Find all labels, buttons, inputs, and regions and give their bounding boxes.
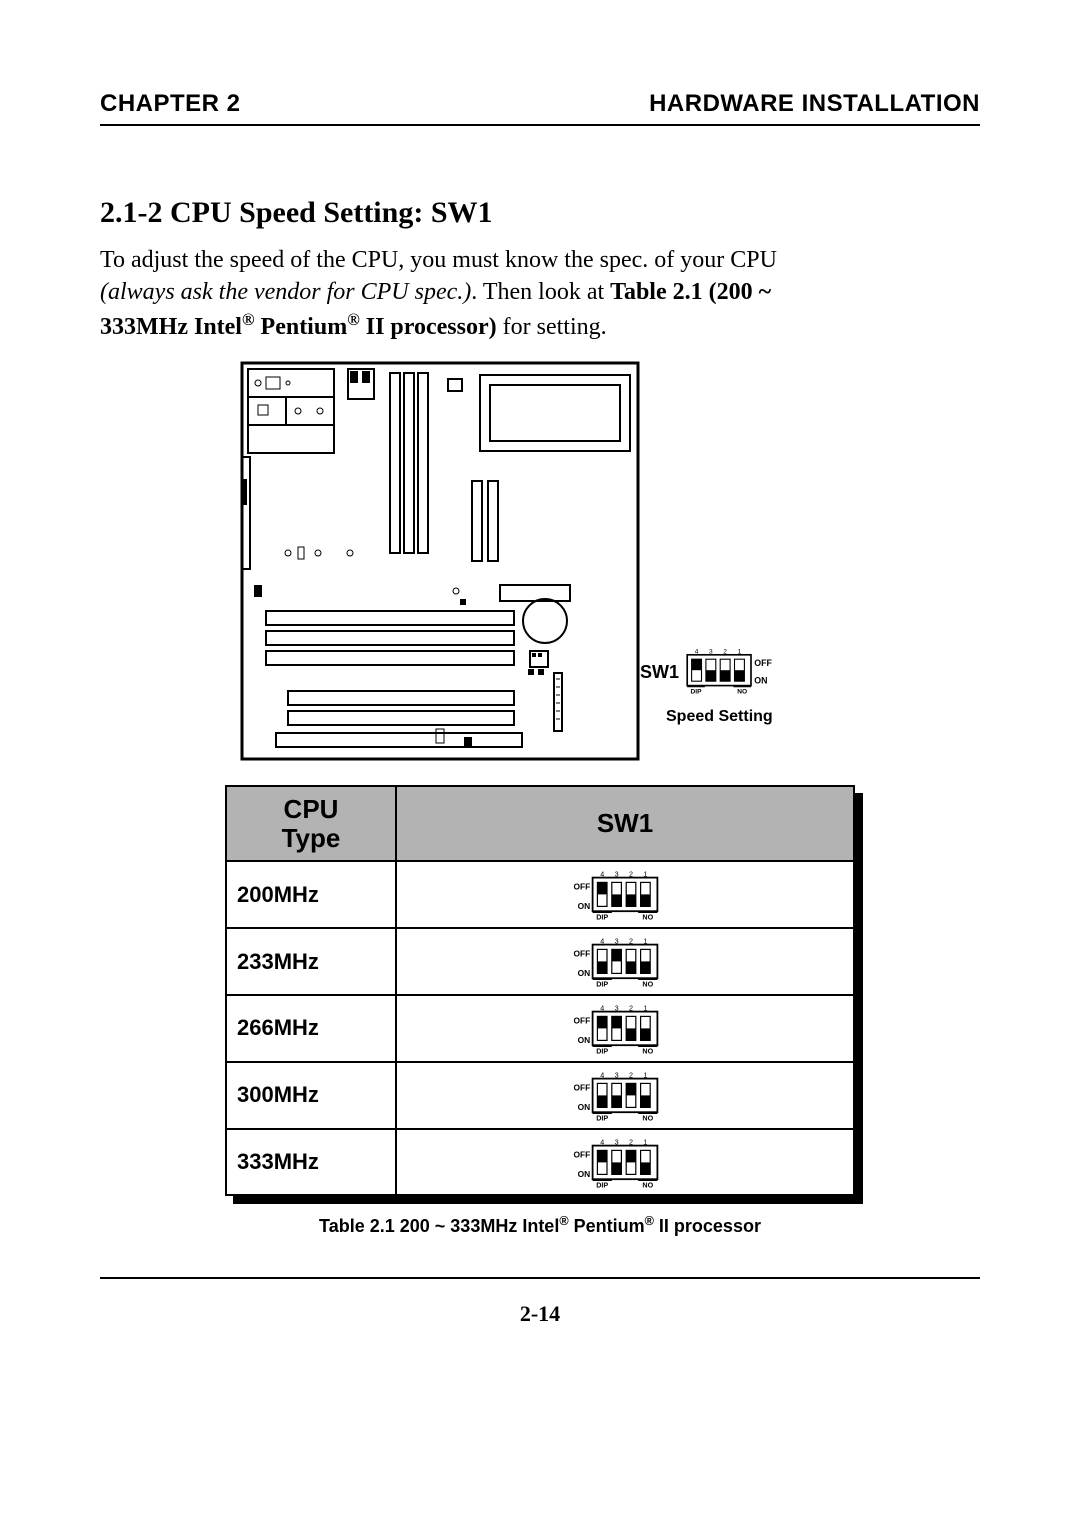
svg-text:ON: ON <box>754 676 767 686</box>
sw1-label: SW1 <box>640 662 679 683</box>
page-number: 2-14 <box>100 1301 980 1327</box>
cpu-type-cell: 233MHz <box>226 928 396 995</box>
body-line1: To adjust the speed of the CPU, you must… <box>100 247 777 273</box>
body-line3-bold: 333MHz Intel® Pentium® II processor) <box>100 314 503 340</box>
dip-cell: 4 3 2 1 OFF ON DIP NO <box>396 1129 854 1196</box>
svg-text:3: 3 <box>709 649 713 656</box>
svg-text:3: 3 <box>615 1070 619 1079</box>
svg-text:2: 2 <box>629 1070 633 1079</box>
svg-text:2: 2 <box>629 1137 633 1146</box>
th-sw1: SW1 <box>396 786 854 861</box>
header-rule <box>100 124 980 126</box>
svg-text:DIP: DIP <box>596 1180 608 1188</box>
svg-text:OFF: OFF <box>754 658 772 668</box>
header-right: HARDWARE INSTALLATION <box>649 90 980 118</box>
dip-table: CPU Type SW1 200MHz4321OFFONDIPNO233MHz4… <box>225 785 855 1196</box>
page-header: CHAPTER 2 HARDWARE INSTALLATION <box>100 90 980 118</box>
svg-text:ON: ON <box>578 901 591 911</box>
page: CHAPTER 2 HARDWARE INSTALLATION 2.1-2 CP… <box>0 0 1080 1525</box>
svg-text:3: 3 <box>615 937 619 946</box>
header-left: CHAPTER 2 <box>100 90 241 118</box>
svg-text:4: 4 <box>600 1070 604 1079</box>
svg-text:2: 2 <box>629 1003 633 1012</box>
svg-text:OFF: OFF <box>573 1082 590 1092</box>
svg-text:OFF: OFF <box>573 1016 590 1026</box>
svg-text:1: 1 <box>643 1137 647 1146</box>
svg-text:1: 1 <box>643 870 647 879</box>
svg-text:ON: ON <box>578 1035 591 1045</box>
svg-text:DIP: DIP <box>596 1047 608 1055</box>
svg-text:2: 2 <box>629 937 633 946</box>
table-caption: Table 2.1 200 ~ 333MHz Intel® Pentium® I… <box>100 1214 980 1237</box>
cpu-type-cell: 200MHz <box>226 861 396 928</box>
body-line3-rest: for setting. <box>503 314 607 340</box>
table-row: 233MHz 4 3 2 1 OFF ON DIP NO <box>226 928 854 995</box>
dip-cell: 4 3 2 1 OFF ON DIP NO <box>396 861 854 928</box>
table-row: 300MHz 4 3 2 1 OFF ON DIP NO <box>226 1062 854 1129</box>
svg-text:NO: NO <box>642 1113 653 1121</box>
motherboard-diagram-wrap: SW1 4 3 2 1 OFF ON DIP NO Speed Setting <box>100 361 980 761</box>
svg-text:DIP: DIP <box>596 980 608 988</box>
svg-text:3: 3 <box>615 1003 619 1012</box>
dip-cell: 4 3 2 1 OFF ON DIP NO <box>396 1062 854 1129</box>
svg-text:4: 4 <box>600 937 604 946</box>
cpu-type-cell: 266MHz <box>226 995 396 1062</box>
svg-text:ON: ON <box>578 1168 591 1178</box>
footer-rule <box>100 1277 980 1279</box>
sw1-caption: Speed Setting <box>666 708 793 726</box>
svg-text:4: 4 <box>600 1003 604 1012</box>
svg-text:NO: NO <box>737 688 747 694</box>
body-line2-bold: Table 2.1 (200 ~ <box>610 279 771 305</box>
svg-text:OFF: OFF <box>573 882 590 892</box>
svg-text:3: 3 <box>615 870 619 879</box>
section-title: 2.1-2 CPU Speed Setting: SW1 <box>100 196 980 230</box>
svg-text:1: 1 <box>643 937 647 946</box>
table-row: 333MHz 4 3 2 1 OFF ON DIP NO <box>226 1129 854 1196</box>
motherboard-diagram <box>240 361 660 761</box>
svg-text:1: 1 <box>643 1070 647 1079</box>
dip-cell: 4 3 2 1 OFF ON DIP NO <box>396 928 854 995</box>
body-line2-rest: . Then look at <box>471 279 610 305</box>
svg-text:4: 4 <box>600 870 604 879</box>
body-italic: (always ask the vendor for CPU spec.) <box>100 279 471 305</box>
sw1-dip-switch: 4 3 2 1 OFF ON DIP NO <box>685 646 793 699</box>
svg-text:OFF: OFF <box>573 949 590 959</box>
svg-text:NO: NO <box>642 980 653 988</box>
cpu-type-cell: 333MHz <box>226 1129 396 1196</box>
svg-text:2: 2 <box>723 649 727 656</box>
svg-text:NO: NO <box>642 913 653 921</box>
dip-cell: 4 3 2 1 OFF ON DIP NO <box>396 995 854 1062</box>
svg-text:ON: ON <box>578 968 591 978</box>
svg-text:ON: ON <box>578 1102 591 1112</box>
dip-table-wrap: CPU Type SW1 200MHz4321OFFONDIPNO233MHz4… <box>225 785 855 1196</box>
svg-text:NO: NO <box>642 1047 653 1055</box>
table-row: 266MHz 4 3 2 1 OFF ON DIP NO <box>226 995 854 1062</box>
cpu-type-cell: 300MHz <box>226 1062 396 1129</box>
svg-text:DIP: DIP <box>596 913 608 921</box>
th-cpu: CPU Type <box>226 786 396 861</box>
svg-text:4: 4 <box>695 649 699 656</box>
svg-text:DIP: DIP <box>691 688 703 694</box>
svg-text:NO: NO <box>642 1180 653 1188</box>
svg-text:2: 2 <box>629 870 633 879</box>
svg-text:OFF: OFF <box>573 1149 590 1159</box>
body-text: To adjust the speed of the CPU, you must… <box>100 244 980 343</box>
table-row: 200MHz 4 3 2 1 OFF ON DIP NO <box>226 861 854 928</box>
svg-text:3: 3 <box>615 1137 619 1146</box>
svg-text:4: 4 <box>600 1137 604 1146</box>
svg-text:1: 1 <box>738 649 742 656</box>
svg-text:1: 1 <box>643 1003 647 1012</box>
sw1-callout: SW1 4 3 2 1 OFF ON DIP NO Speed Setting <box>640 646 793 725</box>
svg-text:DIP: DIP <box>596 1113 608 1121</box>
